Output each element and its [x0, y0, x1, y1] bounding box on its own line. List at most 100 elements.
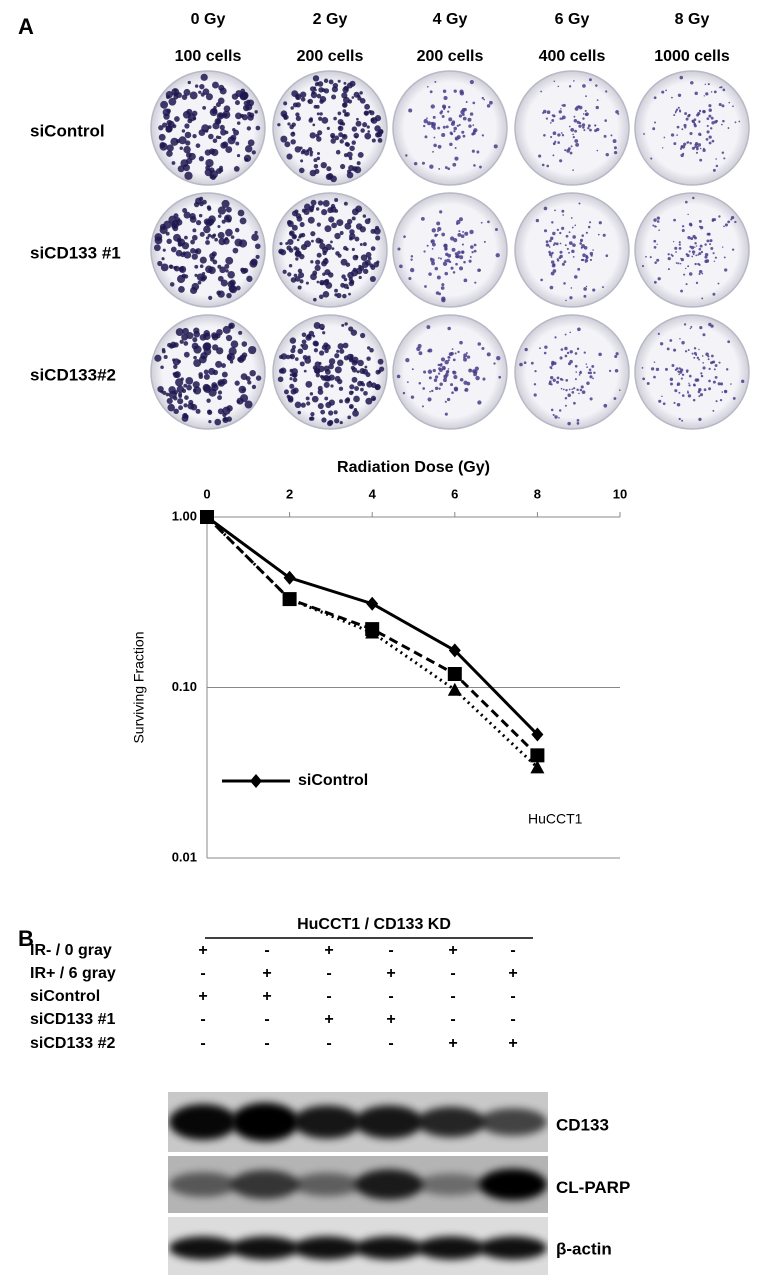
- colony: [247, 139, 255, 147]
- colony: [377, 128, 384, 135]
- colony: [617, 113, 620, 115]
- colony: [158, 133, 166, 141]
- colony: [310, 273, 317, 281]
- colony: [694, 146, 697, 149]
- colony: [471, 251, 474, 254]
- band: [169, 1236, 237, 1260]
- colony: [712, 409, 715, 412]
- colony: [309, 392, 314, 396]
- condition-label: IR+ / 6 gray: [30, 965, 116, 982]
- colony: [557, 133, 561, 137]
- colony: [312, 75, 320, 82]
- colony: [653, 218, 657, 222]
- colony: [565, 388, 568, 392]
- colony: [377, 138, 383, 143]
- colony: [220, 129, 227, 136]
- colony: [566, 149, 570, 153]
- colony: [560, 132, 563, 134]
- colony: [297, 285, 302, 290]
- colony: [677, 262, 680, 265]
- colony: [316, 222, 321, 227]
- colony: [460, 109, 465, 115]
- colony: [222, 406, 231, 415]
- blot: [168, 1217, 548, 1275]
- colony: [673, 401, 676, 404]
- colony: [292, 377, 298, 383]
- band: [417, 1173, 485, 1196]
- colony: [428, 376, 432, 380]
- dish: [392, 70, 508, 186]
- colony: [310, 412, 315, 417]
- colony: [595, 127, 600, 132]
- colony: [365, 397, 373, 405]
- colony: [246, 275, 253, 282]
- colony: [693, 384, 696, 387]
- colony: [322, 331, 326, 335]
- colony: [162, 248, 166, 252]
- colony: [422, 387, 426, 390]
- colony: [452, 358, 456, 362]
- colony: [487, 220, 490, 224]
- colony: [219, 87, 227, 95]
- colony: [698, 269, 703, 274]
- colony: [450, 383, 454, 387]
- colony: [574, 129, 577, 133]
- colony: [685, 267, 687, 270]
- colony: [300, 97, 306, 102]
- colony: [219, 124, 225, 131]
- colony: [316, 252, 322, 258]
- colony: [348, 390, 354, 396]
- colony: [586, 381, 590, 386]
- colony: [698, 395, 701, 398]
- colony: [192, 133, 197, 139]
- colony: [244, 400, 253, 409]
- colony: [552, 154, 555, 157]
- colony: [241, 341, 248, 347]
- colony: [519, 362, 523, 367]
- colony: [288, 230, 295, 237]
- colony: [181, 333, 189, 341]
- colony: [468, 259, 472, 263]
- colony: [349, 80, 356, 87]
- colony: [688, 384, 691, 387]
- colony: [362, 122, 368, 128]
- colony: [678, 367, 681, 370]
- colony: [574, 139, 579, 143]
- colony: [173, 396, 178, 401]
- colony: [375, 369, 381, 375]
- colony: [568, 125, 571, 128]
- colony: [451, 247, 456, 252]
- colony: [364, 132, 372, 140]
- colony: [209, 108, 218, 117]
- colony: [437, 372, 441, 375]
- condition-label: siCD133 #1: [30, 1011, 115, 1028]
- colony: [246, 126, 251, 131]
- colony: [408, 108, 413, 113]
- x-axis-title: Radiation Dose (Gy): [337, 459, 490, 476]
- colony: [549, 121, 552, 124]
- colony: [568, 231, 571, 234]
- colony: [530, 361, 534, 365]
- colony: [330, 203, 336, 209]
- colony: [374, 115, 382, 122]
- colony: [725, 368, 729, 371]
- colony: [579, 242, 582, 245]
- colony: [687, 213, 689, 216]
- colony: [572, 169, 574, 171]
- colony: [431, 228, 436, 233]
- colony: [286, 153, 293, 160]
- colony: [290, 277, 297, 283]
- colony: [328, 363, 334, 370]
- colony: [675, 251, 677, 253]
- colony: [444, 166, 448, 169]
- colony: [228, 322, 235, 329]
- colony: [708, 108, 712, 112]
- colony: [173, 265, 178, 270]
- colony: [559, 242, 562, 245]
- colony: [447, 355, 451, 359]
- colony: [334, 135, 340, 141]
- condition-sign: +: [324, 1011, 333, 1028]
- colony: [552, 378, 556, 382]
- colony: [434, 233, 437, 236]
- colony: [321, 260, 328, 267]
